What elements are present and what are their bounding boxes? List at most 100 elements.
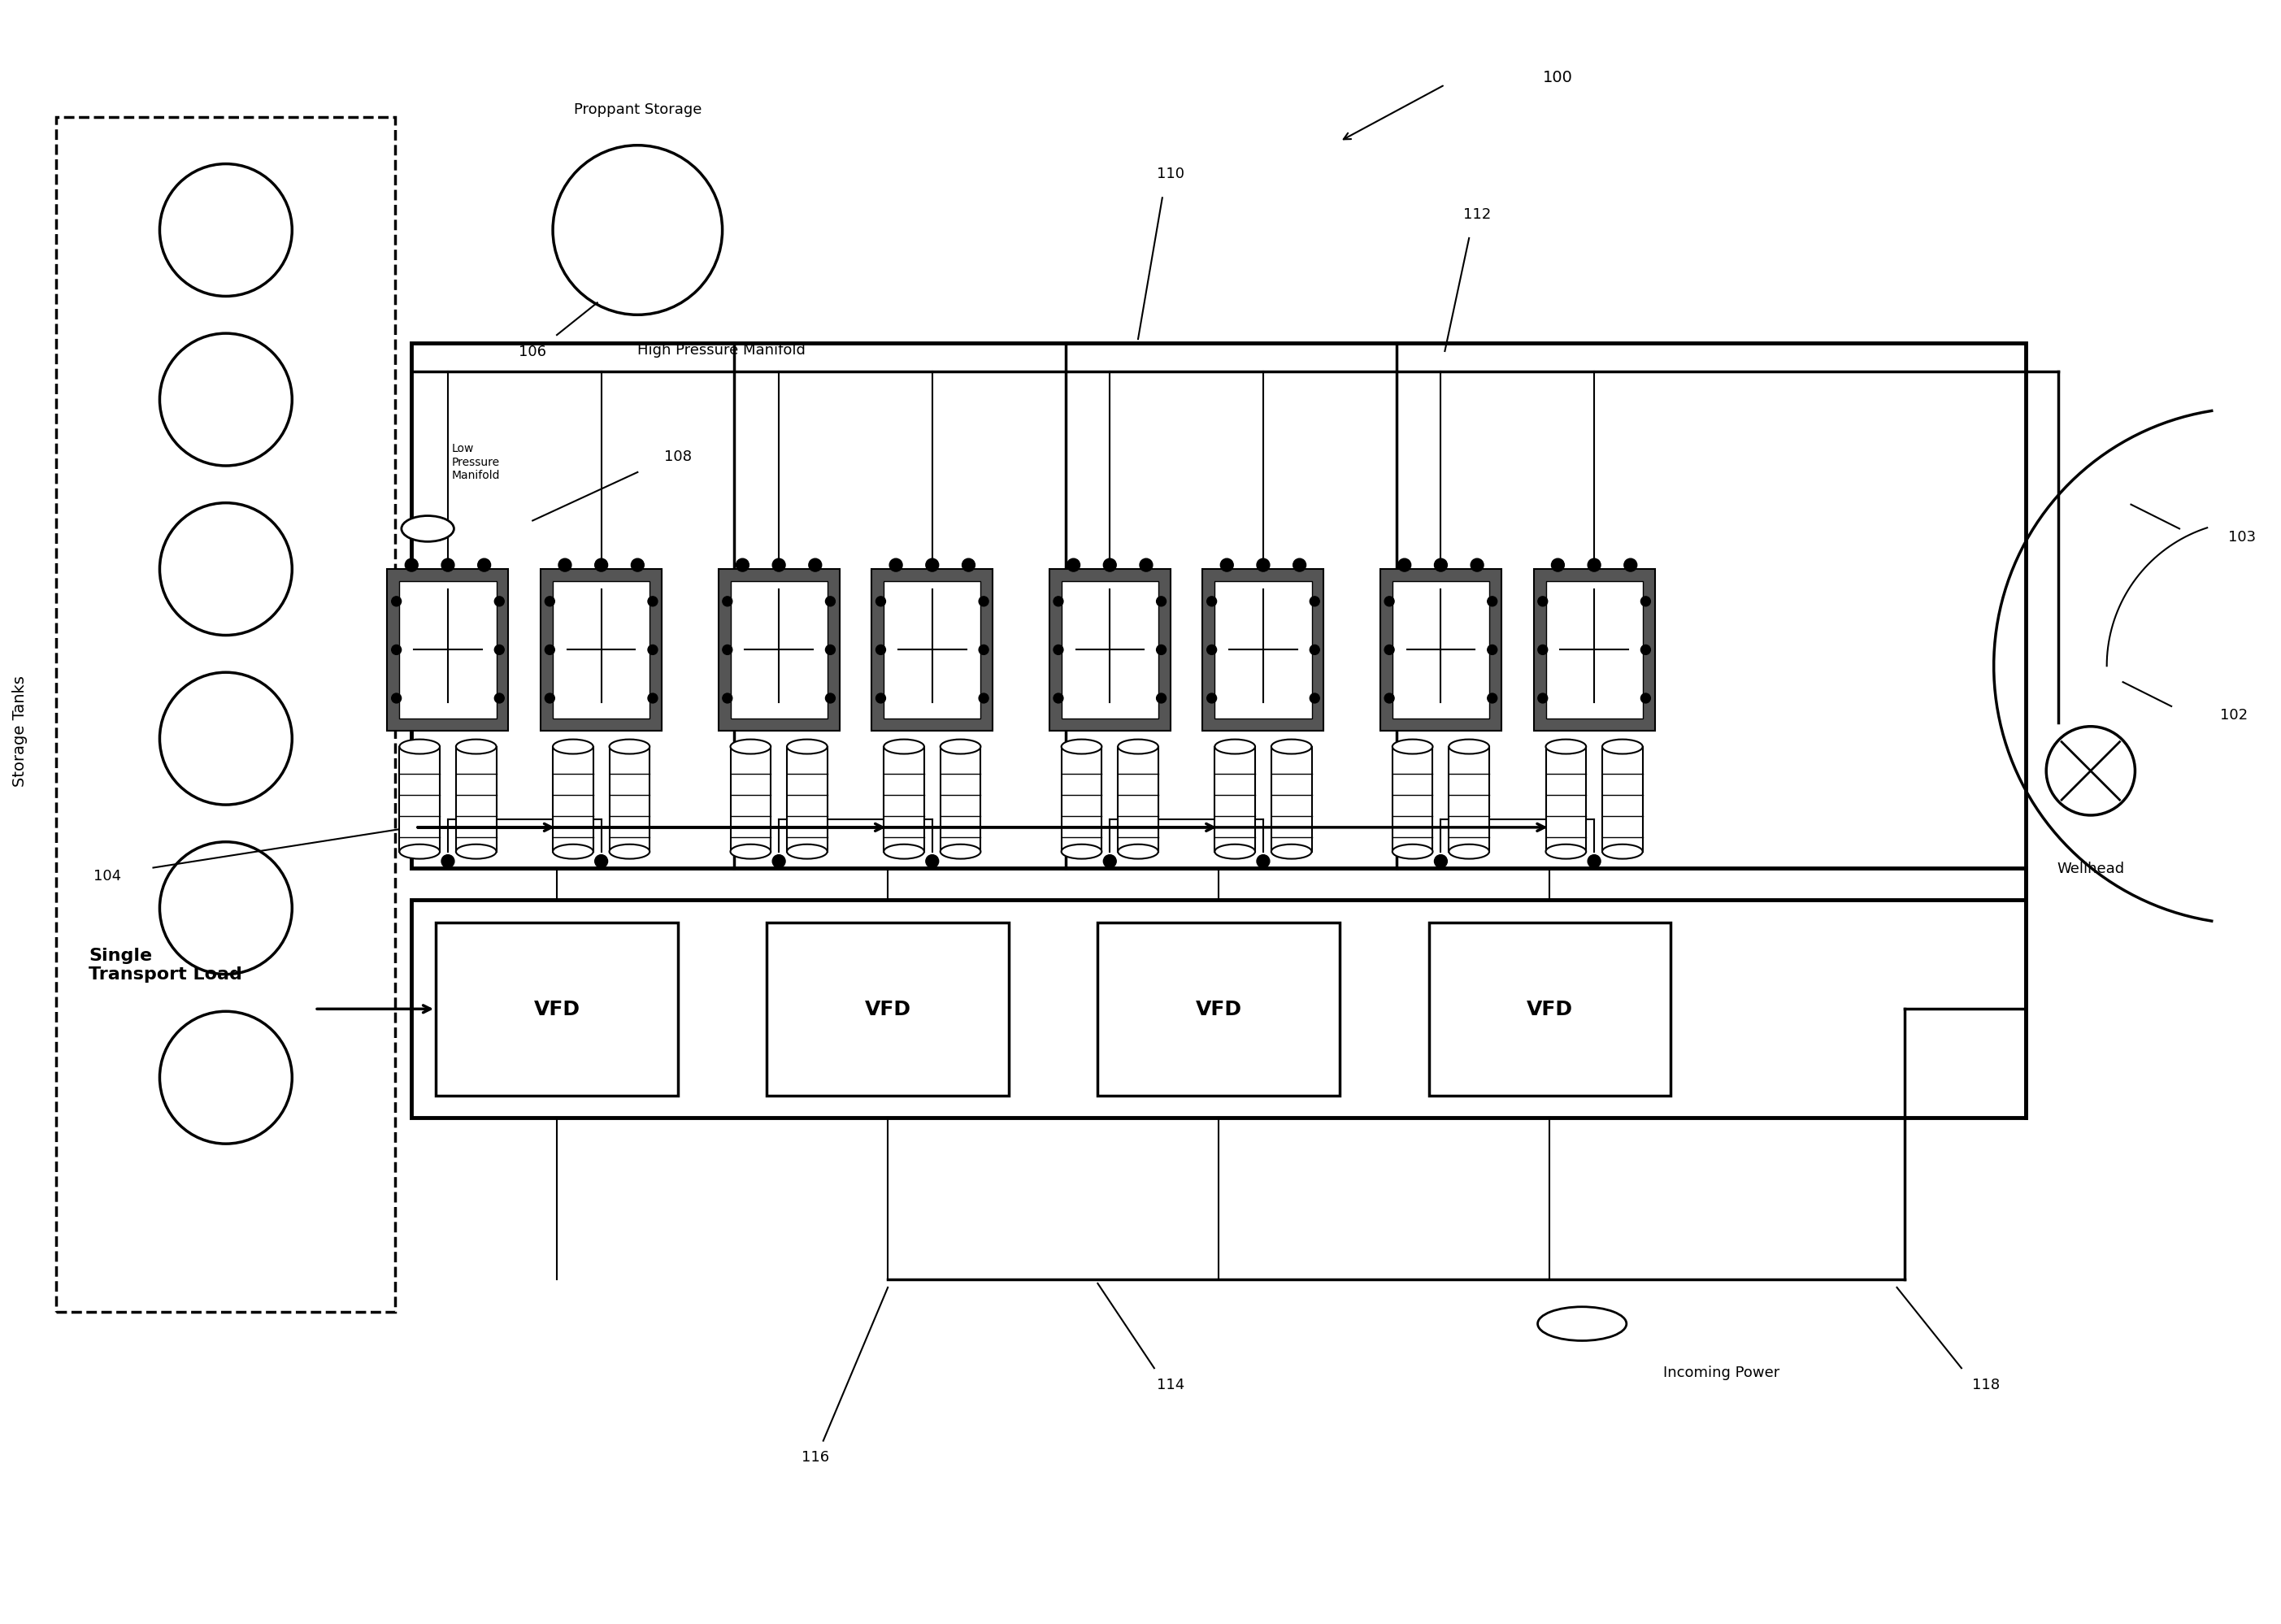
- Circle shape: [160, 164, 292, 297]
- Circle shape: [406, 559, 417, 572]
- Circle shape: [979, 598, 988, 607]
- Circle shape: [632, 559, 643, 572]
- Bar: [1202, 570, 1323, 731]
- Text: VFD: VFD: [534, 999, 579, 1018]
- Ellipse shape: [552, 741, 593, 754]
- Ellipse shape: [1547, 844, 1585, 859]
- Text: VFD: VFD: [864, 999, 910, 1018]
- Circle shape: [1104, 559, 1115, 572]
- Ellipse shape: [1547, 741, 1585, 754]
- Ellipse shape: [730, 741, 771, 754]
- Text: Low
Pressure
Manifold: Low Pressure Manifold: [452, 443, 500, 481]
- Circle shape: [160, 1012, 292, 1143]
- Text: 104: 104: [94, 869, 121, 883]
- Bar: [436, 922, 677, 1096]
- Ellipse shape: [940, 741, 981, 754]
- Bar: [552, 581, 650, 719]
- Circle shape: [1640, 693, 1651, 703]
- Ellipse shape: [883, 844, 924, 859]
- Circle shape: [1385, 645, 1394, 654]
- Circle shape: [1054, 693, 1063, 703]
- Text: High Pressure Manifold: High Pressure Manifold: [639, 343, 805, 357]
- Ellipse shape: [552, 844, 593, 859]
- Circle shape: [826, 645, 835, 654]
- Ellipse shape: [883, 741, 924, 754]
- Text: Proppant Storage: Proppant Storage: [573, 102, 703, 117]
- Ellipse shape: [1216, 844, 1255, 859]
- Circle shape: [1309, 693, 1318, 703]
- Ellipse shape: [1061, 844, 1102, 859]
- Circle shape: [1487, 693, 1496, 703]
- Circle shape: [1068, 559, 1079, 572]
- Circle shape: [1140, 559, 1152, 572]
- Circle shape: [1487, 645, 1496, 654]
- Ellipse shape: [609, 844, 650, 859]
- Bar: [399, 581, 497, 719]
- Circle shape: [443, 559, 454, 572]
- Circle shape: [773, 856, 785, 869]
- Bar: [57, 119, 395, 1312]
- Ellipse shape: [1271, 844, 1312, 859]
- Circle shape: [1309, 598, 1318, 607]
- Bar: [1428, 922, 1672, 1096]
- Bar: [883, 581, 981, 719]
- Text: VFD: VFD: [1526, 999, 1574, 1018]
- Circle shape: [723, 645, 732, 654]
- Text: 102: 102: [2219, 708, 2247, 723]
- Text: 114: 114: [1156, 1377, 1184, 1392]
- Circle shape: [1487, 598, 1496, 607]
- Text: 106: 106: [518, 344, 547, 359]
- Bar: [1271, 747, 1312, 853]
- Circle shape: [648, 645, 657, 654]
- Circle shape: [979, 645, 988, 654]
- Bar: [787, 747, 828, 853]
- FancyArrowPatch shape: [417, 823, 552, 831]
- Bar: [1547, 581, 1642, 719]
- Circle shape: [1385, 598, 1394, 607]
- Text: 100: 100: [1542, 70, 1574, 84]
- Circle shape: [1054, 645, 1063, 654]
- Circle shape: [1398, 559, 1412, 572]
- Ellipse shape: [1448, 741, 1489, 754]
- Ellipse shape: [730, 844, 771, 859]
- Bar: [719, 570, 839, 731]
- Bar: [766, 922, 1008, 1096]
- Circle shape: [443, 856, 454, 869]
- Circle shape: [648, 598, 657, 607]
- Circle shape: [495, 598, 504, 607]
- Bar: [883, 747, 924, 853]
- Ellipse shape: [940, 844, 981, 859]
- Circle shape: [723, 598, 732, 607]
- FancyArrowPatch shape: [417, 823, 1213, 831]
- Circle shape: [392, 598, 401, 607]
- Bar: [411, 344, 2026, 869]
- Circle shape: [1588, 856, 1601, 869]
- Text: Single
Transport Load: Single Transport Load: [89, 947, 242, 983]
- Circle shape: [963, 559, 974, 572]
- Ellipse shape: [399, 844, 440, 859]
- Bar: [940, 747, 981, 853]
- Circle shape: [890, 559, 903, 572]
- Ellipse shape: [1118, 741, 1159, 754]
- Bar: [871, 570, 992, 731]
- Circle shape: [595, 856, 607, 869]
- Ellipse shape: [1537, 1307, 1626, 1341]
- Bar: [609, 747, 650, 853]
- Circle shape: [926, 559, 940, 572]
- Ellipse shape: [1061, 741, 1102, 754]
- Circle shape: [1640, 645, 1651, 654]
- FancyArrowPatch shape: [317, 1005, 431, 1013]
- Ellipse shape: [609, 741, 650, 754]
- Circle shape: [1471, 559, 1483, 572]
- Circle shape: [1309, 645, 1318, 654]
- Bar: [1049, 570, 1170, 731]
- Circle shape: [737, 559, 748, 572]
- Circle shape: [545, 693, 554, 703]
- Ellipse shape: [1118, 844, 1159, 859]
- Circle shape: [1551, 559, 1565, 572]
- Bar: [541, 570, 661, 731]
- Circle shape: [495, 693, 504, 703]
- Text: 118: 118: [1971, 1377, 2000, 1392]
- Bar: [1601, 747, 1642, 853]
- Circle shape: [1156, 645, 1166, 654]
